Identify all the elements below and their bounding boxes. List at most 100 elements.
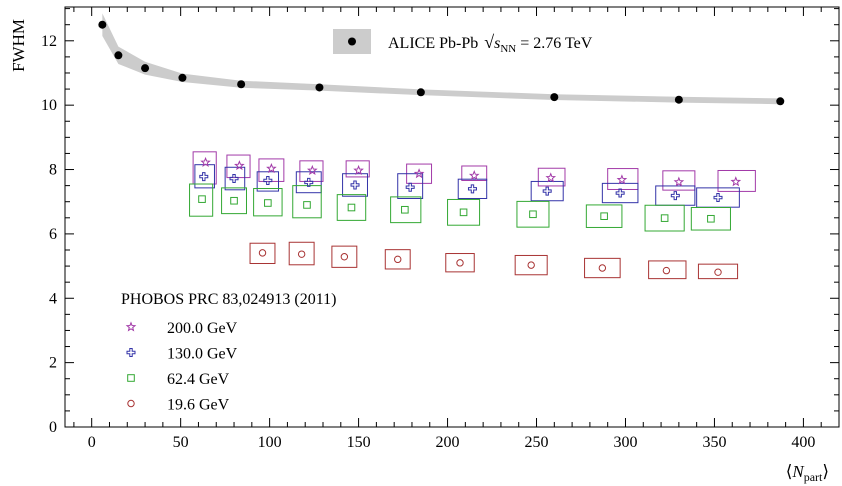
data-point-62-4-gev <box>264 199 272 207</box>
legend-label-130-0-gev: 130.0 GeV <box>167 346 238 363</box>
legend-marker-62-4-gev <box>127 374 135 382</box>
systematic-box-19-6-gev <box>697 263 739 280</box>
systematic-box-200-0-gev <box>662 170 696 191</box>
systematic-box-19-6-gev <box>249 242 276 265</box>
systematic-box-19-6-gev <box>331 245 358 268</box>
data-point-62-4-gev <box>230 196 238 205</box>
systematic-box-62-4-gev <box>292 185 322 219</box>
data-point-130-0-gev <box>350 180 360 190</box>
legend-marker-200-0-gev <box>125 321 137 332</box>
data-point-19-6-gev <box>340 253 349 261</box>
systematic-box-130-0-gev <box>397 173 424 199</box>
systematic-box-62-4-gev <box>253 188 283 217</box>
systematic-box-200-0-gev <box>299 160 324 182</box>
data-point-130-0-gev <box>229 174 239 184</box>
x-tick-label: 400 <box>791 434 815 451</box>
data-point-130-0-gev <box>263 175 273 185</box>
alice-data-point <box>141 64 150 73</box>
alice-data-point <box>98 20 107 29</box>
systematic-box-19-6-gev <box>288 241 315 266</box>
systematic-box-19-6-gev <box>514 254 548 276</box>
alice-data-point <box>674 95 683 104</box>
systematic-box-200-0-gev <box>345 160 370 178</box>
y-tick-label: 8 <box>49 162 57 179</box>
systematic-box-62-4-gev <box>690 207 731 231</box>
y-axis-title: FWHM <box>9 19 28 72</box>
legend-marker-130-0-gev <box>126 348 136 357</box>
systematic-box-130-0-gev <box>295 171 322 194</box>
data-point-200-0-gev <box>673 176 685 187</box>
data-point-62-4-gev <box>198 195 206 203</box>
data-point-200-0-gev <box>545 172 557 183</box>
y-tick-label: 12 <box>41 33 57 50</box>
systematic-box-200-0-gev <box>537 167 566 187</box>
axis-layer: 0 50 100 150 200 250 300 350 400 0 2 4 6 8 10 12 <box>41 7 840 451</box>
systematic-box-130-0-gev <box>224 166 246 191</box>
data-point-19-6-gev <box>394 255 402 264</box>
data-point-130-0-gev <box>615 188 625 198</box>
data-point-200-0-gev <box>616 174 628 185</box>
data-point-19-6-gev <box>714 268 722 276</box>
x-tick-label: 150 <box>347 434 371 451</box>
alice-legend-label: ALICE Pb-Pb √sNN = 2.76 TeV <box>388 32 593 55</box>
data-point-62-4-gev <box>401 205 409 214</box>
systematic-box-62-4-gev <box>221 187 247 215</box>
data-point-62-4-gev <box>707 214 715 223</box>
legend-label-200-0-gev: 200.0 GeV <box>167 320 238 337</box>
data-point-19-6-gev <box>297 250 306 258</box>
data-point-200-0-gev <box>200 156 211 167</box>
systematic-box-130-0-gev <box>457 178 488 199</box>
x-tick-label: 100 <box>258 434 282 451</box>
x-axis-title: ⟨Npart⟩ <box>786 462 829 484</box>
systematic-box-62-4-gev <box>390 196 422 224</box>
legend-label-62-4-gev: 62.4 GeV <box>167 371 230 388</box>
data-point-130-0-gev <box>542 186 552 196</box>
systematic-box-130-0-gev <box>530 180 564 202</box>
data-point-19-6-gev <box>258 249 267 257</box>
systematic-box-130-0-gev <box>256 171 280 192</box>
y-tick-label: 4 <box>49 290 57 307</box>
data-point-19-6-gev <box>456 259 464 267</box>
x-tick-label: 50 <box>173 434 189 451</box>
alice-legend-marker <box>348 37 356 46</box>
systematic-box-19-6-gev <box>445 253 475 273</box>
systematic-box-19-6-gev <box>584 257 621 279</box>
data-point-62-4-gev <box>459 208 468 217</box>
alice-data-point <box>178 73 187 82</box>
data-point-200-0-gev <box>413 168 425 179</box>
systematic-box-200-0-gev <box>607 168 639 190</box>
alice-systematic-band-layer <box>102 13 781 105</box>
y-tick-label: 2 <box>49 355 57 372</box>
legend-label-19-6-gev: 19.6 GeV <box>167 397 230 414</box>
y-tick-label: 10 <box>41 97 57 114</box>
data-point-62-4-gev <box>600 212 608 220</box>
phobos-systematic-box-layer <box>189 151 756 280</box>
data-point-62-4-gev <box>529 210 537 219</box>
systematic-box-19-6-gev <box>648 260 687 280</box>
x-tick-label: 200 <box>436 434 460 451</box>
data-point-19-6-gev <box>527 261 535 269</box>
data-point-62-4-gev <box>660 214 669 222</box>
data-point-200-0-gev <box>468 170 480 181</box>
alice-data-point <box>315 83 324 92</box>
systematic-box-130-0-gev <box>342 173 368 197</box>
data-point-200-0-gev <box>730 176 742 187</box>
phobos-legend-title: PHOBOS PRC 83,024913 (2011) <box>121 291 336 308</box>
plot-frame <box>64 6 840 428</box>
systematic-box-130-0-gev <box>655 185 696 206</box>
data-point-19-6-gev <box>598 264 607 272</box>
data-point-130-0-gev <box>467 184 477 194</box>
x-tick-label: 250 <box>525 434 549 451</box>
legend-marker-19-6-gev <box>127 399 135 408</box>
alice-data-point <box>416 88 425 97</box>
data-point-200-0-gev <box>307 164 318 176</box>
y-tick-label: 0 <box>49 419 57 436</box>
x-tick-label: 0 <box>88 434 96 451</box>
systematic-box-62-4-gev <box>189 183 214 217</box>
data-point-130-0-gev <box>405 182 415 192</box>
data-point-130-0-gev <box>670 191 680 201</box>
data-point-130-0-gev <box>713 193 723 203</box>
x-tick-label: 350 <box>702 434 726 451</box>
alice-data-point <box>237 80 246 89</box>
